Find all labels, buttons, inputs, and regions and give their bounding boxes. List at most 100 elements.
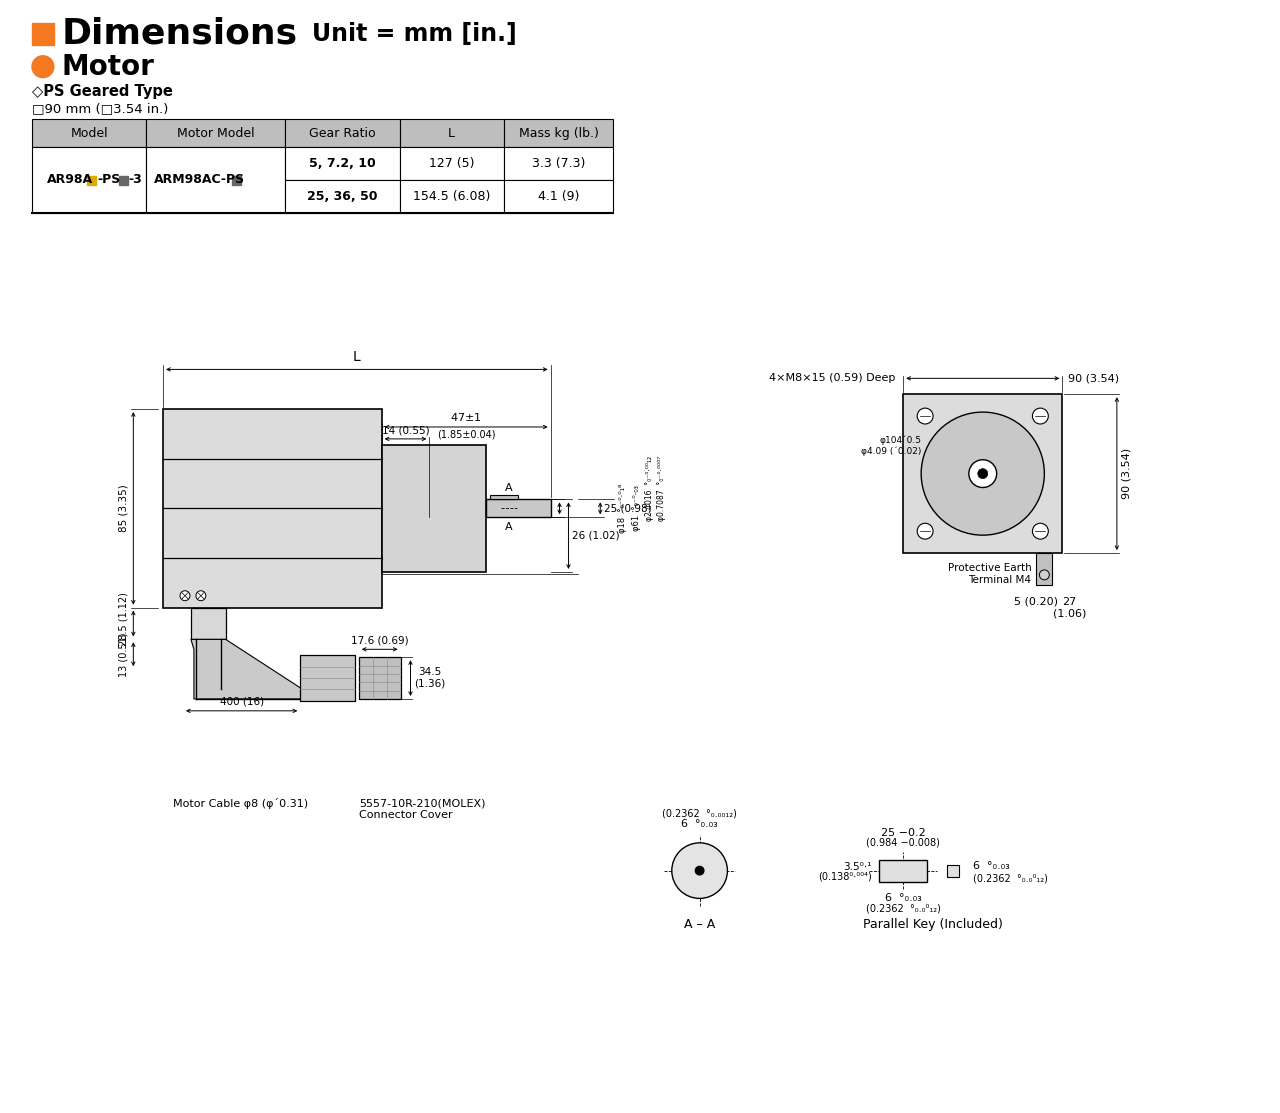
Bar	[490, 495, 518, 500]
Text: 25 −0.2: 25 −0.2	[881, 828, 925, 838]
Text: 90 (3.54): 90 (3.54)	[1121, 449, 1132, 500]
Circle shape	[969, 460, 997, 487]
Circle shape	[922, 412, 1044, 535]
Circle shape	[695, 866, 704, 876]
Text: 26 (1.02): 26 (1.02)	[572, 531, 620, 541]
Bar	[32, 119, 146, 147]
Bar	[285, 147, 399, 180]
Circle shape	[672, 843, 727, 898]
Text: (0.2362  °₀.₀⁰₁₂): (0.2362 °₀.₀⁰₁₂)	[865, 904, 941, 914]
Text: (0.2362  °₀.₀₀₁₂): (0.2362 °₀.₀₀₁₂)	[662, 808, 737, 818]
Bar	[1037, 553, 1052, 584]
Text: A: A	[504, 483, 512, 493]
Circle shape	[978, 469, 988, 479]
Text: (0.2362  °₀.₀⁰₁₂): (0.2362 °₀.₀⁰₁₂)	[973, 874, 1048, 884]
Text: 34.5
(1.36): 34.5 (1.36)	[415, 668, 445, 689]
Bar	[399, 119, 504, 147]
Text: (0.138⁰⋅⁰⁰⁴): (0.138⁰⋅⁰⁰⁴)	[818, 871, 872, 881]
Bar	[381, 445, 486, 572]
Bar	[32, 147, 146, 213]
Bar	[163, 410, 381, 608]
Bar	[146, 119, 285, 147]
Text: Motor Cable φ8 (φ´0.31): Motor Cable φ8 (φ´0.31)	[173, 798, 308, 809]
Text: 13 (0.51): 13 (0.51)	[118, 632, 128, 677]
Text: φ2.4016  °₀⁻⁰⋅⁰⁰₁₂: φ2.4016 °₀⁻⁰⋅⁰⁰₁₂	[645, 456, 654, 521]
Text: 27
(1.06): 27 (1.06)	[1052, 597, 1085, 619]
Text: 4×M8×15 (0.59) Deep: 4×M8×15 (0.59) Deep	[769, 373, 895, 383]
Bar	[146, 147, 285, 213]
Bar	[87, 176, 96, 185]
Text: 400 (16): 400 (16)	[220, 697, 264, 707]
Text: Motor Model: Motor Model	[177, 127, 255, 140]
Text: 6  °₀.₀₃: 6 °₀.₀₃	[681, 819, 718, 829]
Polygon shape	[191, 639, 305, 699]
Circle shape	[180, 591, 189, 601]
Text: A: A	[504, 522, 512, 532]
Text: Unit = mm [in.]: Unit = mm [in.]	[312, 22, 517, 46]
Bar	[399, 180, 504, 213]
Text: (1.85±0.04): (1.85±0.04)	[436, 430, 495, 440]
Circle shape	[1039, 570, 1050, 580]
Bar	[504, 180, 613, 213]
Text: 6  °₀.₀₃: 6 °₀.₀₃	[973, 860, 1010, 870]
Circle shape	[918, 408, 933, 424]
Text: 154.5 (6.08): 154.5 (6.08)	[413, 189, 490, 203]
Text: 6  °₀.₀₃: 6 °₀.₀₃	[884, 894, 922, 904]
Bar	[879, 859, 927, 881]
Bar	[504, 119, 613, 147]
Text: 5, 7.2, 10: 5, 7.2, 10	[308, 157, 376, 170]
Circle shape	[918, 523, 933, 539]
Text: -3: -3	[129, 174, 142, 186]
Text: 90 (3.54): 90 (3.54)	[1069, 373, 1119, 383]
Text: 4.1 (9): 4.1 (9)	[538, 189, 580, 203]
Bar	[947, 865, 959, 877]
Text: 25, 36, 50: 25, 36, 50	[307, 189, 378, 203]
Bar	[232, 176, 241, 185]
Text: φ0.7087  °₀⁻⁰⋅⁰⁰⁰⁷: φ0.7087 °₀⁻⁰⋅⁰⁰⁰⁷	[658, 456, 667, 521]
Bar	[285, 180, 399, 213]
Text: φ104´0.5
φ4.09 (´0.02): φ104´0.5 φ4.09 (´0.02)	[860, 435, 922, 456]
Bar	[504, 147, 613, 180]
Text: ◇PS Geared Type: ◇PS Geared Type	[32, 83, 173, 99]
Text: 3.3 (7.3): 3.3 (7.3)	[532, 157, 585, 170]
Text: A – A: A – A	[684, 918, 716, 932]
Bar	[119, 176, 128, 185]
Text: φ18  °₀⁻⁰⋅⁰₁⁸: φ18 °₀⁻⁰⋅⁰₁⁸	[618, 484, 627, 533]
Circle shape	[32, 56, 54, 78]
Text: Dimensions: Dimensions	[61, 17, 298, 51]
Text: ARM98AC-PS: ARM98AC-PS	[154, 174, 246, 186]
Text: 3.5⁰⋅¹: 3.5⁰⋅¹	[844, 861, 872, 871]
Text: Parallel Key (Included): Parallel Key (Included)	[863, 918, 1004, 932]
Circle shape	[196, 591, 206, 601]
Text: AR98A: AR98A	[47, 174, 93, 186]
Text: □90 mm (□3.54 in.): □90 mm (□3.54 in.)	[32, 102, 169, 115]
Text: Gear Ratio: Gear Ratio	[310, 127, 376, 140]
Text: (0.984 −0.008): (0.984 −0.008)	[867, 838, 941, 848]
Circle shape	[1033, 408, 1048, 424]
Bar	[32, 23, 54, 45]
Bar	[399, 147, 504, 180]
Bar	[358, 658, 401, 699]
Text: Mass kg (lb.): Mass kg (lb.)	[518, 127, 599, 140]
Text: Model: Model	[70, 127, 108, 140]
Text: -PS: -PS	[97, 174, 120, 186]
Bar	[285, 119, 399, 147]
Text: Motor: Motor	[61, 52, 155, 81]
Text: 5 (0.20): 5 (0.20)	[1015, 597, 1059, 607]
Text: 17.6 (0.69): 17.6 (0.69)	[351, 636, 408, 646]
Text: φ61  °₀⁻⁰⋅₀₃: φ61 °₀⁻⁰⋅₀₃	[631, 485, 640, 531]
Bar	[191, 608, 225, 639]
Text: 25 (0.98): 25 (0.98)	[604, 503, 652, 513]
Text: 14 (0.55): 14 (0.55)	[381, 426, 429, 436]
Bar	[904, 394, 1062, 553]
Bar	[486, 500, 550, 518]
Text: Protective Earth
Terminal M4: Protective Earth Terminal M4	[947, 563, 1032, 584]
Text: 127 (5): 127 (5)	[429, 157, 475, 170]
Circle shape	[1033, 523, 1048, 539]
Bar	[301, 656, 355, 701]
Text: 5557-10R-210(MOLEX)
Connector Cover: 5557-10R-210(MOLEX) Connector Cover	[358, 798, 485, 820]
Text: 85 (3.35): 85 (3.35)	[118, 484, 128, 532]
Text: L: L	[353, 351, 361, 364]
Text: L: L	[448, 127, 456, 140]
Text: 47$\pm$1: 47$\pm$1	[451, 411, 481, 423]
